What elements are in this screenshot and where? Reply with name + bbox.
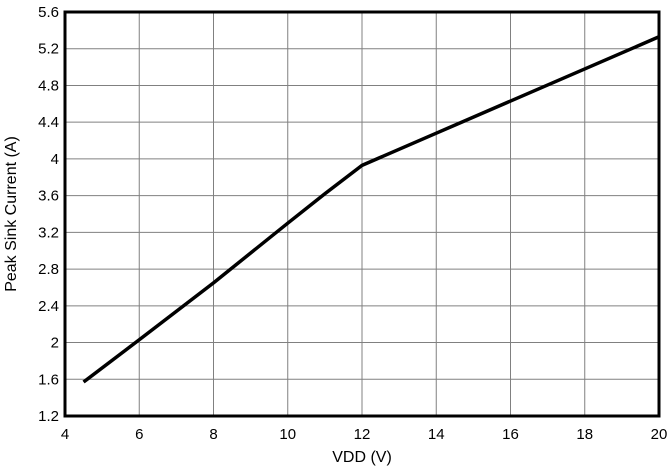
x-tick-label: 4 [61, 426, 69, 443]
y-axis-label: Peak Sink Current (A) [3, 136, 20, 292]
series [82, 35, 660, 384]
y-tick-label: 3.6 [38, 188, 59, 205]
plot-frame [63, 10, 661, 418]
y-tick-label: 1.6 [38, 371, 59, 388]
x-tick-label: 10 [279, 426, 296, 443]
y-tick-label: 2 [51, 335, 59, 352]
y-tick-label: 4.8 [38, 77, 59, 94]
y-tick-label: 3.2 [38, 224, 59, 241]
y-tick-label: 2.8 [38, 261, 59, 278]
y-tick-label: 5.2 [38, 41, 59, 58]
y-tick-label: 2.4 [38, 298, 59, 315]
x-axis-label: VDD (V) [332, 449, 392, 466]
y-tick-label: 4.4 [38, 114, 59, 131]
x-tick-label: 16 [502, 426, 519, 443]
x-tick-labels: 4 6 8 10 12 14 16 18 20 [61, 426, 668, 443]
y-tick-labels: 1.2 1.6 2 2.4 2.8 3.2 3.6 4 4.4 4.8 5.2 5.6 [38, 4, 59, 425]
y-tick-label: 4 [51, 151, 59, 168]
x-tick-label: 18 [576, 426, 593, 443]
x-tick-label: 6 [135, 426, 143, 443]
series-line [82, 35, 660, 384]
y-tick-label: 1.2 [38, 408, 59, 425]
x-tick-label: 20 [651, 426, 668, 443]
y-tick-label: 5.6 [38, 4, 59, 21]
x-tick-label: 14 [428, 426, 445, 443]
x-tick-label: 8 [209, 426, 217, 443]
grid [64, 11, 660, 417]
x-tick-label: 12 [354, 426, 371, 443]
